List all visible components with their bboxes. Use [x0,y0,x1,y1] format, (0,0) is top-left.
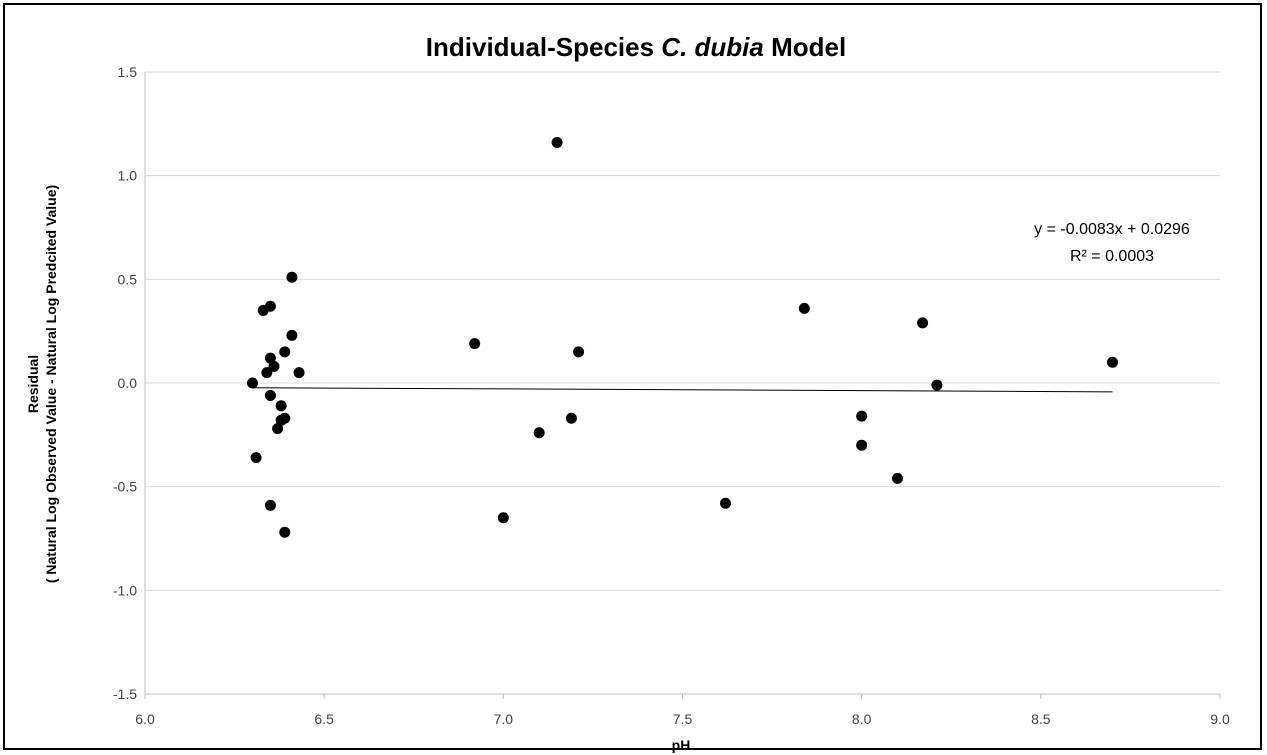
data-point [264,389,276,401]
x-axis-title: pH [672,737,691,753]
data-point [264,300,276,312]
x-tick-label: 6.0 [135,711,155,727]
data-point [856,410,868,422]
data-point [931,379,943,391]
x-tick-label: 7.0 [494,711,514,727]
y-tick-label: -1.5 [113,686,137,702]
data-point [1107,356,1118,368]
y-tick-label: 1.5 [118,64,138,80]
data-point [264,499,276,511]
chart-title-end: Model [764,32,846,62]
y-tick-label: 0.5 [118,271,138,287]
y-tick-label: -1.0 [113,582,137,598]
chart-title-main: Individual-Species [426,32,662,62]
data-point [533,427,545,439]
data-point [261,367,273,379]
y-axis-title-line2: ( Natural Log Observed Value - Natural L… [43,185,59,583]
x-tick-label: 7.5 [673,711,693,727]
data-point [250,452,262,464]
data-point [247,377,258,389]
y-tick-labels: 1.5 1.0 0.5 0.0 -0.5 -1.0 -1.5 [113,64,137,702]
data-point [272,423,284,435]
data-point [293,367,305,379]
data-point [279,526,291,538]
data-point [286,271,298,283]
data-point [917,317,929,329]
x-tick-label: 8.5 [1031,711,1051,727]
data-point [720,497,731,509]
data-point [856,439,868,451]
data-point [551,136,563,148]
x-tick-label: 8.0 [852,711,872,727]
trendline [252,387,1113,393]
y-tick-label: 1.0 [118,168,138,184]
trendline-equation: y = -0.0083x + 0.0296 [1034,221,1190,238]
chart-title: Individual-Species C. dubia Model [426,32,846,62]
data-points [247,136,1118,538]
y-tick-label: -0.5 [113,479,137,495]
data-point [469,338,481,350]
data-point [497,512,509,524]
data-point [279,412,291,424]
data-point [286,329,298,341]
data-point [573,346,585,358]
x-tick-label: 6.5 [314,711,334,727]
data-point [565,412,577,424]
y-axis-title-line1: Residual [25,355,41,413]
x-tick-labels: 6.0 6.5 7.0 7.5 8.0 8.5 9.0 [135,694,1230,727]
data-point [279,346,291,358]
data-point [892,472,903,484]
data-point [798,302,810,314]
y-tick-label: 0.0 [118,375,138,391]
chart-title-italic: C. dubia [661,32,764,62]
x-tick-label: 9.0 [1210,711,1230,727]
gridlines [145,71,1220,591]
data-point [275,400,287,412]
trendline-r-squared: R² = 0.0003 [1070,248,1154,265]
data-point [268,360,280,372]
chart-frame [3,3,1262,750]
data-point [264,352,276,364]
